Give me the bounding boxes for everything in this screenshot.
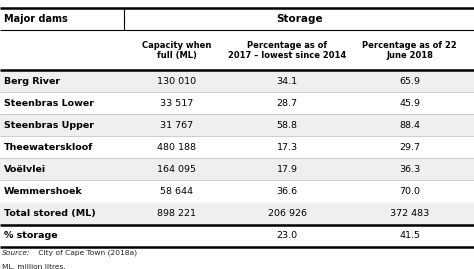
Bar — [0, 225, 474, 247]
Text: 41.5: 41.5 — [399, 231, 420, 240]
Text: 130 010: 130 010 — [157, 77, 196, 86]
Text: Total stored (ML): Total stored (ML) — [4, 209, 96, 218]
Text: Percentage as of 22
June 2018: Percentage as of 22 June 2018 — [362, 41, 457, 60]
Text: ML, million litres.: ML, million litres. — [2, 264, 65, 269]
Bar — [0, 70, 474, 92]
Text: 45.9: 45.9 — [399, 99, 420, 108]
Text: 88.4: 88.4 — [399, 121, 420, 130]
Text: 372 483: 372 483 — [390, 209, 429, 218]
Text: 70.0: 70.0 — [399, 187, 420, 196]
Text: Capacity when
full (ML): Capacity when full (ML) — [142, 41, 211, 60]
Bar — [0, 92, 474, 114]
Text: Berg River: Berg River — [4, 77, 60, 86]
Text: 58.8: 58.8 — [277, 121, 298, 130]
Text: Percentage as of
2017 – lowest since 2014: Percentage as of 2017 – lowest since 201… — [228, 41, 346, 60]
Text: 65.9: 65.9 — [399, 77, 420, 86]
Text: 31 767: 31 767 — [160, 121, 193, 130]
Text: % storage: % storage — [4, 231, 57, 240]
Bar — [0, 114, 474, 136]
Text: Theewaterskloof: Theewaterskloof — [4, 143, 93, 152]
Text: 36.3: 36.3 — [399, 165, 420, 174]
Text: 28.7: 28.7 — [277, 99, 298, 108]
Text: 34.1: 34.1 — [277, 77, 298, 86]
Text: 17.9: 17.9 — [277, 165, 298, 174]
Text: City of Cape Town (2018a): City of Cape Town (2018a) — [36, 249, 137, 256]
Text: 898 221: 898 221 — [157, 209, 196, 218]
Text: 206 926: 206 926 — [268, 209, 307, 218]
Text: Major dams: Major dams — [4, 14, 67, 24]
Text: 23.0: 23.0 — [277, 231, 298, 240]
Bar — [0, 180, 474, 203]
Text: 33 517: 33 517 — [160, 99, 193, 108]
Text: 164 095: 164 095 — [157, 165, 196, 174]
Bar — [0, 158, 474, 180]
Text: Steenbras Lower: Steenbras Lower — [4, 99, 94, 108]
Text: 17.3: 17.3 — [277, 143, 298, 152]
Text: Storage: Storage — [276, 14, 322, 24]
Text: Voëlvlei: Voëlvlei — [4, 165, 46, 174]
Text: 480 188: 480 188 — [157, 143, 196, 152]
Text: Source:: Source: — [2, 250, 30, 256]
Text: 58 644: 58 644 — [160, 187, 193, 196]
Text: 29.7: 29.7 — [399, 143, 420, 152]
Text: Wemmershoek: Wemmershoek — [4, 187, 82, 196]
Bar — [0, 203, 474, 225]
Bar — [0, 136, 474, 158]
Text: 36.6: 36.6 — [277, 187, 298, 196]
Text: Steenbras Upper: Steenbras Upper — [4, 121, 94, 130]
